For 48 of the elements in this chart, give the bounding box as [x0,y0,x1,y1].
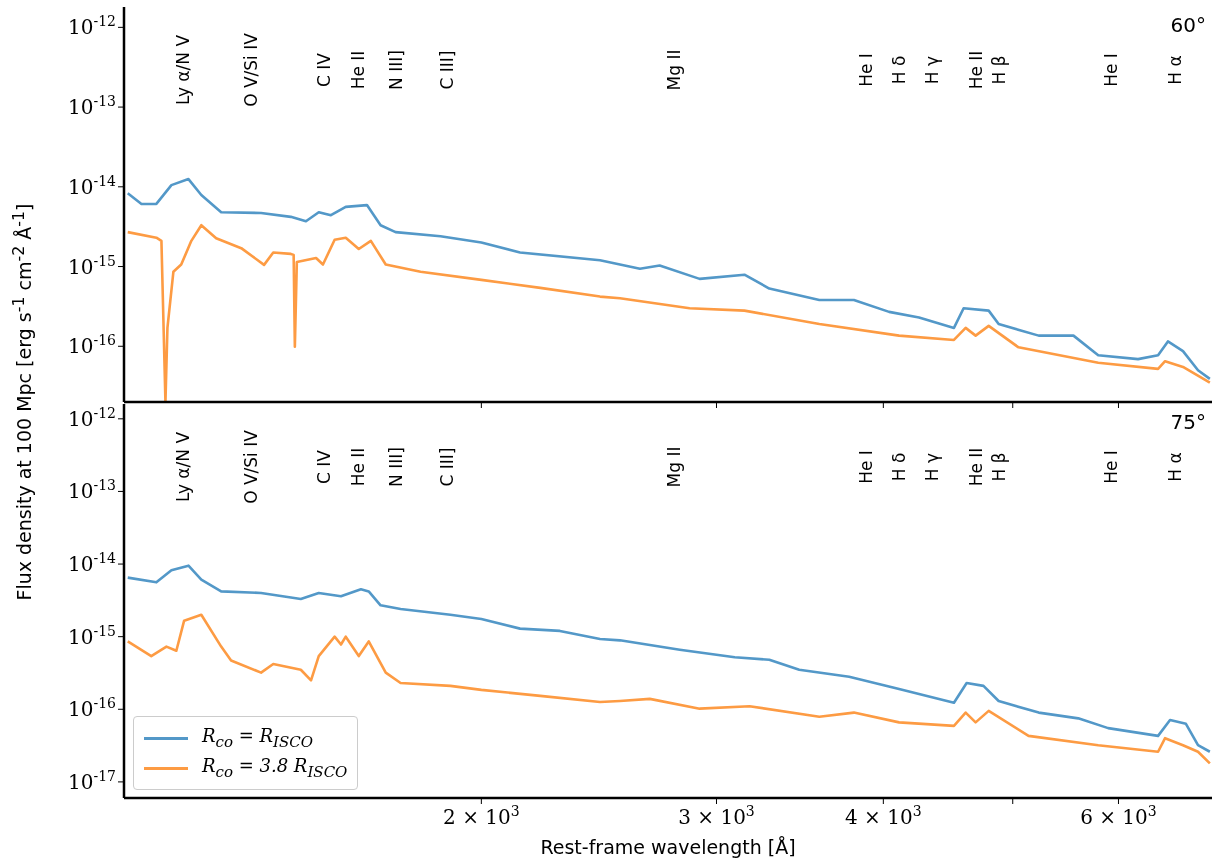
y-tick-label: 10$^{-12}$ [68,13,116,40]
y-tick-label: 10$^{-13}$ [68,477,116,504]
annotation: He II [966,50,986,90]
annotation: He I [856,53,876,87]
y-tick-label: 10$^{-14}$ [68,172,117,199]
y-tick-label: 10$^{-17}$ [68,767,116,794]
y-tick-label: 10$^{-14}$ [68,550,117,577]
annotation: H γ [922,452,942,482]
annotation: N III] [386,50,406,90]
y-tick-label: 10$^{-12}$ [68,404,116,431]
annotation: 60° [1170,13,1206,37]
annotation: H β [989,452,1009,482]
legend-label: R$_{co}$ = R$_{ISCO}$ [202,725,314,751]
annotation: O V/Si IV [241,429,261,504]
y-tick-label: 10$^{-15}$ [68,622,116,649]
annotation: H β [989,55,1009,85]
y-tick-label: 10$^{-16}$ [68,695,117,722]
annotation: Ly α/N V [173,431,193,503]
x-tick-label: 4 × 10$^{3}$ [845,803,922,829]
annotation: Mg II [664,49,684,91]
annotation: He II [966,447,986,487]
legend-label: R$_{co}$ = 3.8 R$_{ISCO}$ [202,755,348,781]
annotation: H γ [922,55,942,85]
annotation: C III] [437,50,457,90]
annotation: Ly α/N V [173,34,193,106]
annotation: N III] [386,447,406,487]
y-tick-label: 10$^{-15}$ [68,252,116,279]
annotation: He II [348,447,368,487]
annotation: H δ [889,55,909,85]
x-tick-label: 3 × 10$^{3}$ [678,803,755,829]
x-tick-label: 2 × 10$^{3}$ [443,803,520,829]
annotation: C IV [314,52,334,87]
annotation: H α [1165,55,1185,85]
annotation: He II [348,50,368,90]
x-axis-title: Rest-frame wavelength [Å] [539,836,797,858]
annotation: C IV [314,449,334,484]
annotation: O V/Si IV [241,32,261,107]
annotation: C III] [437,447,457,487]
annotation: He I [1101,53,1121,87]
annotation: 75° [1170,410,1206,434]
annotation: H δ [889,452,909,482]
y-tick-label: 10$^{-13}$ [68,93,116,120]
annotation: He I [856,450,876,484]
annotation: H α [1165,452,1185,482]
annotation: Mg II [664,446,684,488]
x-tick-label: 6 × 10$^{3}$ [1080,803,1157,829]
annotation: He I [1101,450,1121,484]
y-tick-label: 10$^{-16}$ [68,332,117,359]
